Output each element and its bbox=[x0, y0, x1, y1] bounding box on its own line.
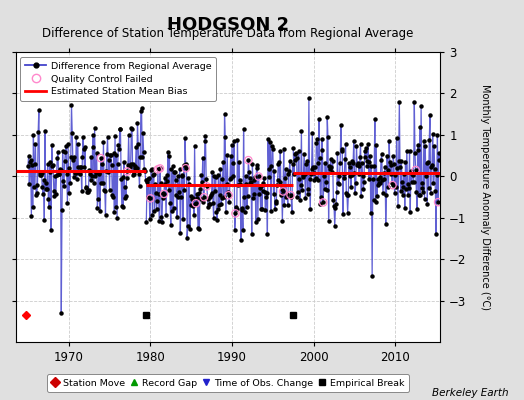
Point bbox=[434, 199, 442, 205]
Point bbox=[154, 166, 162, 172]
Title: HODGSON 2: HODGSON 2 bbox=[167, 16, 289, 34]
Legend: Station Move, Record Gap, Time of Obs. Change, Empirical Break: Station Move, Record Gap, Time of Obs. C… bbox=[47, 374, 409, 392]
Point bbox=[244, 157, 253, 163]
Point bbox=[123, 168, 132, 175]
Point bbox=[182, 165, 190, 172]
Text: Difference of Station Temperature Data from Regional Average: Difference of Station Temperature Data f… bbox=[42, 27, 413, 40]
Point bbox=[388, 182, 397, 188]
Point bbox=[319, 199, 328, 206]
Point bbox=[286, 192, 294, 198]
Point bbox=[160, 191, 168, 197]
Legend: Difference from Regional Average, Quality Control Failed, Estimated Station Mean: Difference from Regional Average, Qualit… bbox=[20, 57, 216, 101]
Point bbox=[279, 188, 287, 195]
Point bbox=[411, 167, 420, 173]
Point bbox=[192, 200, 200, 206]
Y-axis label: Monthly Temperature Anomaly Difference (°C): Monthly Temperature Anomaly Difference (… bbox=[481, 84, 490, 310]
Point bbox=[203, 183, 211, 190]
Text: Berkeley Earth: Berkeley Earth bbox=[432, 388, 508, 398]
Point bbox=[224, 192, 233, 198]
Point bbox=[96, 155, 105, 161]
Point bbox=[146, 195, 155, 202]
Point bbox=[231, 210, 239, 217]
Point bbox=[200, 194, 209, 200]
Point bbox=[156, 165, 164, 172]
Point bbox=[254, 173, 263, 180]
